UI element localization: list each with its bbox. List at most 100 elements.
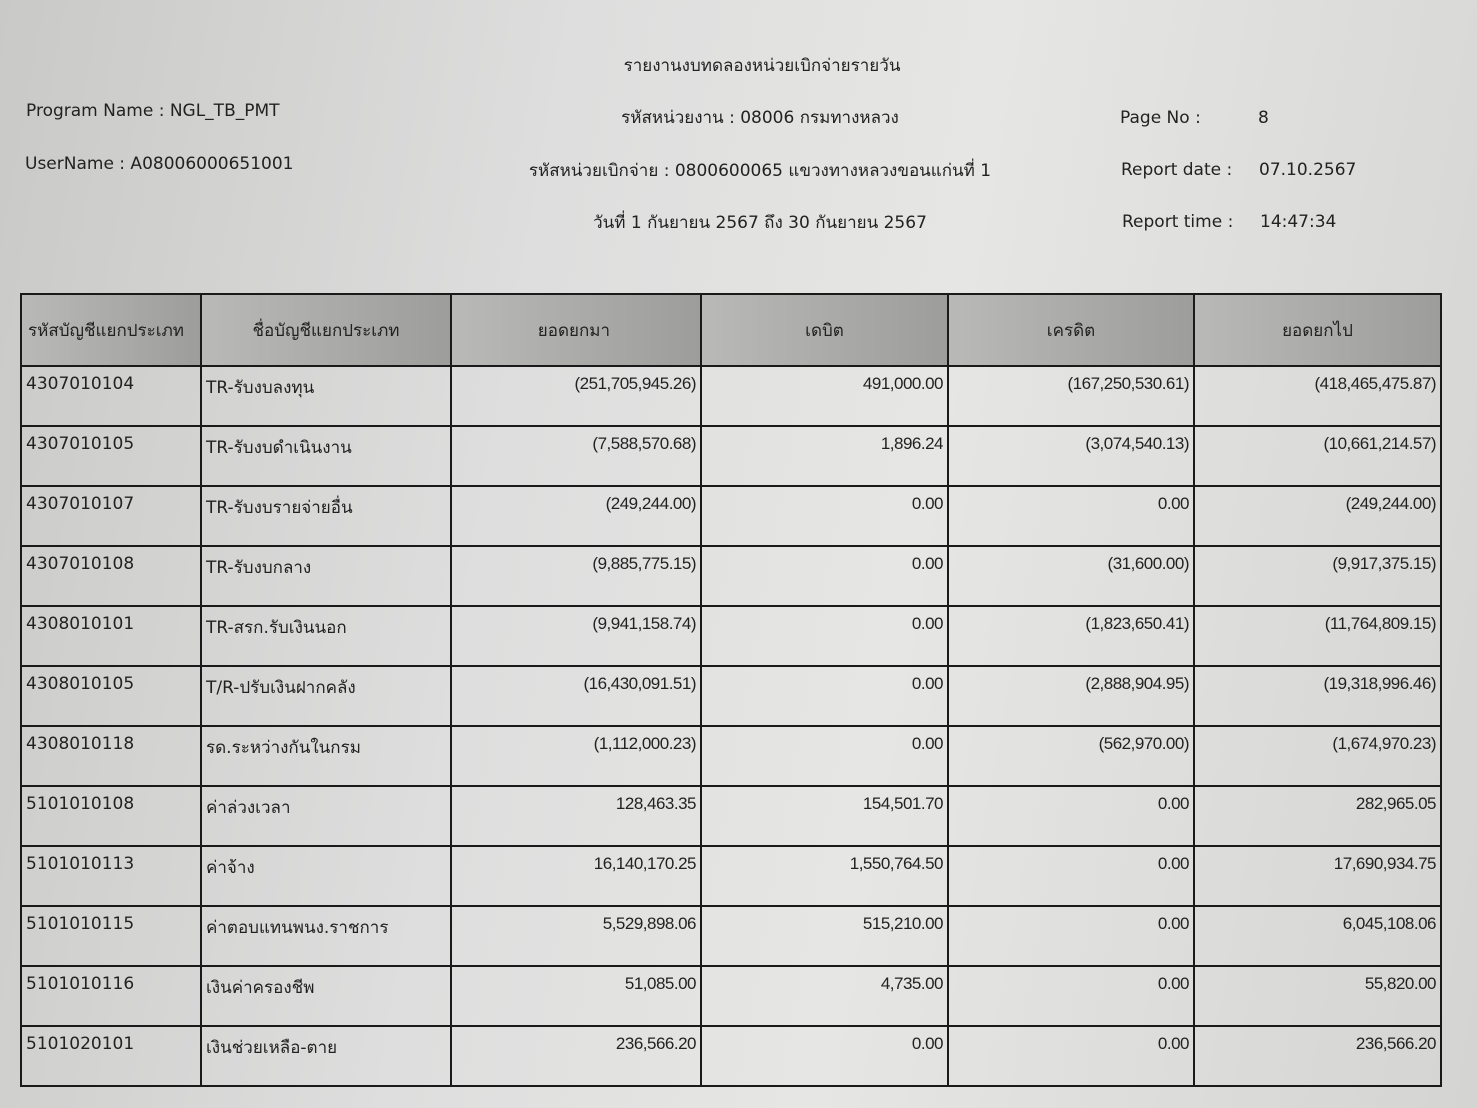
column-header-debit: เดบิต (700, 293, 949, 367)
cell-opening-balance: (16,430,091.51) (450, 665, 702, 727)
cell-debit: 515,210.00 (700, 905, 949, 967)
cell-debit: 1,550,764.50 (700, 845, 949, 907)
cell-debit: 0.00 (700, 485, 949, 547)
cell-opening-balance: 16,140,170.25 (450, 845, 702, 907)
cell-account-code: 4307010105 (20, 425, 202, 487)
cell-closing-balance: (249,244.00) (1193, 485, 1442, 547)
table-row: 4307010108 TR-รับงบกลาง (9,885,775.15) 0.00… (20, 545, 1442, 607)
column-header-account-name: ชื่อบัญชีแยกประเภท (200, 293, 452, 367)
cell-credit: 0.00 (947, 1025, 1195, 1087)
cell-credit: (31,600.00) (947, 545, 1195, 607)
cell-account-name: ค่าล่วงเวลา (200, 785, 452, 847)
cell-closing-balance: 236,566.20 (1193, 1025, 1442, 1087)
cell-debit: 0.00 (700, 605, 949, 667)
cell-credit: 0.00 (947, 785, 1195, 847)
report-date-label: Report date : (1121, 160, 1233, 180)
cell-account-code: 4307010108 (20, 545, 202, 607)
agency-line: รหัสหน่วยงาน : 08006 กรมทางหลวง (621, 108, 899, 128)
cell-debit: 0.00 (700, 1025, 949, 1087)
cell-opening-balance: (1,112,000.23) (450, 725, 702, 787)
period-line: วันที่ 1 กันยายน 2567 ถึง 30 กันยายน 256… (593, 213, 927, 233)
cell-account-code: 4308010105 (20, 665, 202, 727)
cell-account-name: TR-รับงบรายจ่ายอื่น (200, 485, 452, 547)
cell-opening-balance: (7,588,570.68) (450, 425, 702, 487)
table-row: 4307010104 TR-รับงบลงทุน (251,705,945.26) 4… (20, 365, 1442, 427)
report-time: 14:47:34 (1260, 212, 1337, 232)
cell-account-name: TR-สรก.รับเงินนอก (200, 605, 452, 667)
cell-account-code: 5101010113 (20, 845, 202, 907)
cell-debit: 1,896.24 (700, 425, 949, 487)
cell-credit: 0.00 (947, 485, 1195, 547)
cell-opening-balance: 5,529,898.06 (450, 905, 702, 967)
table-row: 4308010105 T/R-ปรับเงินฝากคลัง (16,430,091… (20, 665, 1442, 727)
cell-debit: 0.00 (700, 725, 949, 787)
cell-credit: (562,970.00) (947, 725, 1195, 787)
cell-closing-balance: (19,318,996.46) (1193, 665, 1442, 727)
page-no: 8 (1258, 108, 1269, 128)
report-title: รายงานงบทดลองหน่วยเบิกจ่ายรายวัน (623, 56, 901, 76)
cell-closing-balance: (9,917,375.15) (1193, 545, 1442, 607)
cell-closing-balance: 282,965.05 (1193, 785, 1442, 847)
trial-balance-table: รหัสบัญชีแยกประเภท ชื่อบัญชีแยกประเภท ยอ… (20, 293, 1442, 1087)
report-date: 07.10.2567 (1259, 160, 1357, 180)
cell-account-code: 4307010107 (20, 485, 202, 547)
cell-account-code: 4307010104 (20, 365, 202, 427)
table-body: 4307010104 TR-รับงบลงทุน (251,705,945.26) 4… (20, 365, 1442, 1087)
cell-opening-balance: (9,941,158.74) (450, 605, 702, 667)
cell-account-name: เงินช่วยเหลือ-ตาย (200, 1025, 452, 1087)
cell-debit: 154,501.70 (700, 785, 949, 847)
cell-account-name: เงินค่าครองชีพ (200, 965, 452, 1027)
column-header-credit: เครดิต (947, 293, 1195, 367)
cell-closing-balance: (418,465,475.87) (1193, 365, 1442, 427)
table-row: 5101010113 ค่าจ้าง 16,140,170.25 1,550,764.… (20, 845, 1442, 907)
report-time-label: Report time : (1122, 212, 1234, 232)
page-no-label: Page No : (1120, 108, 1201, 128)
cell-opening-balance: (249,244.00) (450, 485, 702, 547)
table-row: 5101010108 ค่าล่วงเวลา 128,463.35 154,501.7… (20, 785, 1442, 847)
cell-credit: 0.00 (947, 905, 1195, 967)
cell-closing-balance: (1,674,970.23) (1193, 725, 1442, 787)
cell-account-code: 4308010101 (20, 605, 202, 667)
cell-account-code: 5101010115 (20, 905, 202, 967)
table-row: 4308010118 รด.ระหว่างกันในกรม (1,112,000.2… (20, 725, 1442, 787)
cell-account-name: T/R-ปรับเงินฝากคลัง (200, 665, 452, 727)
table-row: 4308010101 TR-สรก.รับเงินนอก (9,941,158.74… (20, 605, 1442, 667)
cell-account-name: TR-รับงบดำเนินงาน (200, 425, 452, 487)
column-header-opening-balance: ยอดยกมา (450, 293, 702, 367)
cell-account-code: 5101020101 (20, 1025, 202, 1087)
cell-account-code: 5101010116 (20, 965, 202, 1027)
cell-account-code: 4308010118 (20, 725, 202, 787)
cell-closing-balance: 6,045,108.06 (1193, 905, 1442, 967)
table-row: 5101010116 เงินค่าครองชีพ 51,085.00 4,735.0… (20, 965, 1442, 1027)
cell-closing-balance: (10,661,214.57) (1193, 425, 1442, 487)
cell-debit: 491,000.00 (700, 365, 949, 427)
cell-account-name: ค่าตอบแทนพนง.ราชการ (200, 905, 452, 967)
cell-account-name: ค่าจ้าง (200, 845, 452, 907)
table-row: 4307010105 TR-รับงบดำเนินงาน (7,588,570.68… (20, 425, 1442, 487)
cell-closing-balance: 55,820.00 (1193, 965, 1442, 1027)
cell-credit: (1,823,650.41) (947, 605, 1195, 667)
cell-credit: (3,074,540.13) (947, 425, 1195, 487)
cell-credit: 0.00 (947, 965, 1195, 1027)
table-row: 5101010115 ค่าตอบแทนพนง.ราชการ 5,529,898.0… (20, 905, 1442, 967)
cell-account-name: รด.ระหว่างกันในกรม (200, 725, 452, 787)
cell-debit: 0.00 (700, 665, 949, 727)
program-name: Program Name : NGL_TB_PMT (26, 101, 280, 121)
cell-account-code: 5101010108 (20, 785, 202, 847)
column-header-closing-balance: ยอดยกไป (1193, 293, 1442, 367)
cell-credit: (167,250,530.61) (947, 365, 1195, 427)
table-header-row: รหัสบัญชีแยกประเภท ชื่อบัญชีแยกประเภท ยอ… (20, 293, 1442, 367)
table-row: 5101020101 เงินช่วยเหลือ-ตาย 236,566.20 0.0… (20, 1025, 1442, 1087)
cell-debit: 4,735.00 (700, 965, 949, 1027)
user-name: UserName : A08006000651001 (25, 154, 294, 174)
disbursing-unit-line: รหัสหน่วยเบิกจ่าย : 0800600065 แขวงทางหล… (528, 161, 992, 181)
cell-opening-balance: 236,566.20 (450, 1025, 702, 1087)
table-row: 4307010107 TR-รับงบรายจ่ายอื่น (249,244.00… (20, 485, 1442, 547)
cell-opening-balance: 51,085.00 (450, 965, 702, 1027)
cell-opening-balance: (251,705,945.26) (450, 365, 702, 427)
cell-debit: 0.00 (700, 545, 949, 607)
cell-closing-balance: (11,764,809.15) (1193, 605, 1442, 667)
cell-opening-balance: 128,463.35 (450, 785, 702, 847)
cell-opening-balance: (9,885,775.15) (450, 545, 702, 607)
cell-credit: (2,888,904.95) (947, 665, 1195, 727)
